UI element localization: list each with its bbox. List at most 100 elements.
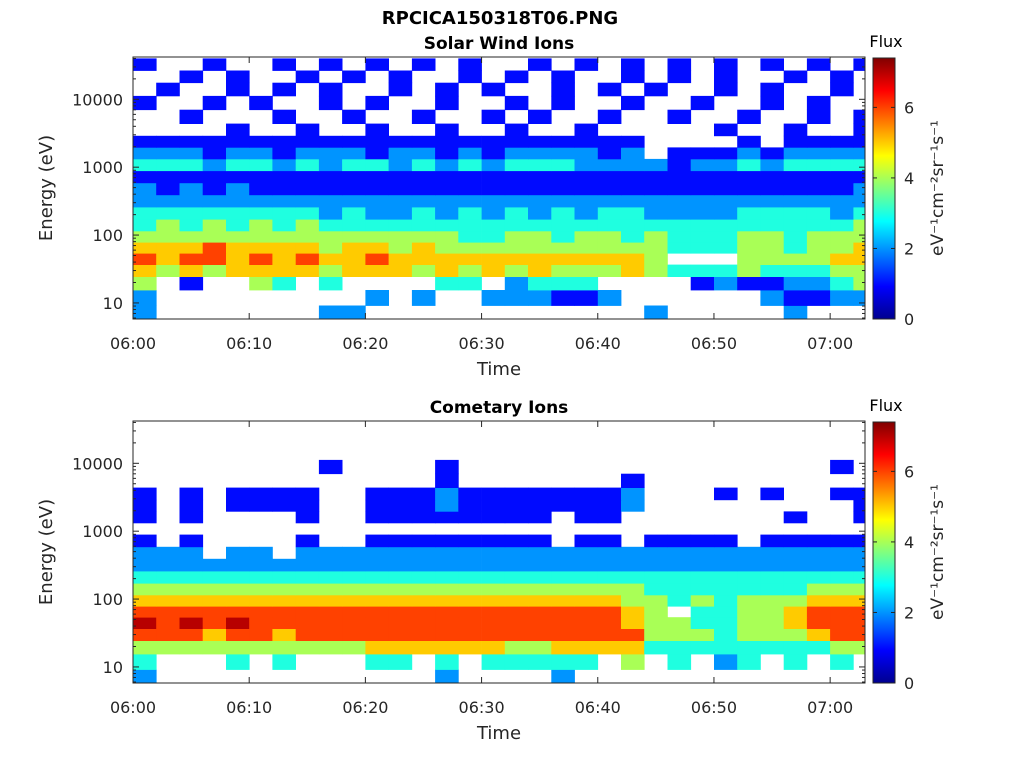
- flux-cell: [318, 147, 343, 160]
- flux-cell: [737, 628, 761, 641]
- flux-cell: [644, 606, 668, 618]
- flux-cell: [156, 606, 180, 618]
- flux-cell: [760, 290, 784, 306]
- flux-cell: [760, 219, 784, 232]
- flux-cell: [597, 158, 622, 172]
- flux-cell: [133, 158, 157, 172]
- flux-cell: [156, 230, 180, 243]
- flux-cell: [644, 158, 668, 172]
- flux-cell: [295, 207, 320, 220]
- flux-cell: [226, 230, 250, 243]
- flux-cell: [551, 182, 575, 196]
- flux-cell: [133, 58, 157, 71]
- flux-cell: [133, 305, 157, 320]
- flux-cell: [504, 534, 529, 548]
- flux-cell: [806, 628, 831, 641]
- flux-cell: [574, 571, 599, 584]
- flux-cell: [853, 290, 866, 306]
- flux-cell: [504, 147, 529, 160]
- flux-cell: [528, 534, 552, 548]
- flux-cell: [411, 147, 436, 160]
- flux-cell: [133, 669, 157, 684]
- flux-cell: [528, 230, 552, 243]
- flux-cell: [667, 242, 692, 254]
- flux-cell: [551, 583, 575, 596]
- flux-cell: [481, 230, 506, 243]
- flux-cell: [179, 534, 204, 548]
- flux-cell: [249, 170, 273, 184]
- flux-cell: [249, 182, 273, 196]
- flux-cell: [388, 219, 413, 232]
- y-axis-label: Energy (eV): [36, 499, 57, 605]
- flux-cell: [667, 617, 692, 629]
- flux-cell: [737, 158, 761, 172]
- flux-cell: [574, 594, 599, 607]
- flux-cell: [551, 158, 575, 172]
- flux-cell: [202, 253, 227, 265]
- flux-cell: [295, 534, 320, 548]
- flux-cell: [318, 583, 343, 596]
- flux-cell: [156, 82, 180, 97]
- flux-cell: [783, 219, 808, 232]
- flux-cell: [667, 70, 692, 84]
- flux-cell: [667, 546, 692, 560]
- flux-cell: [806, 253, 831, 265]
- flux-cell: [504, 264, 529, 277]
- flux-cell: [179, 594, 204, 607]
- flux-cell: [667, 219, 692, 232]
- flux-cell: [133, 628, 157, 641]
- flux-cell: [644, 583, 668, 596]
- x-tick-label: 06:30: [459, 334, 505, 353]
- flux-cell: [597, 242, 622, 254]
- flux-cell: [528, 219, 552, 232]
- flux-cell: [179, 628, 204, 641]
- flux-cell: [644, 640, 668, 655]
- flux-cell: [504, 487, 529, 501]
- flux-cell: [458, 276, 482, 291]
- flux-cell: [202, 182, 227, 196]
- flux-cell: [806, 594, 831, 607]
- flux-cell: [597, 499, 622, 512]
- flux-cell: [318, 264, 343, 277]
- flux-cell: [133, 617, 157, 629]
- flux-cell: [830, 640, 854, 655]
- flux-cell: [621, 628, 645, 641]
- flux-cell: [365, 147, 389, 160]
- flux-cell: [179, 158, 204, 172]
- flux-cell: [249, 276, 273, 291]
- flux-cell: [272, 109, 296, 124]
- flux-cell: [644, 182, 668, 196]
- flux-cell: [133, 546, 157, 560]
- flux-cell: [272, 654, 296, 670]
- flux-cell: [133, 194, 157, 208]
- flux-cell: [853, 219, 866, 232]
- flux-cell: [411, 242, 436, 254]
- flux-cell: [714, 230, 738, 243]
- flux-cell: [806, 158, 831, 172]
- flux-cell: [551, 82, 575, 97]
- flux-cell: [551, 70, 575, 84]
- flux-cell: [342, 546, 366, 560]
- flux-cell: [388, 499, 413, 512]
- flux-cell: [597, 640, 622, 655]
- flux-cell: [156, 253, 180, 265]
- flux-cell: [272, 253, 296, 265]
- flux-cell: [574, 58, 599, 71]
- flux-cell: [853, 558, 866, 572]
- flux-cell: [458, 487, 482, 501]
- flux-cell: [388, 487, 413, 501]
- flux-cell: [806, 617, 831, 629]
- flux-cell: [551, 499, 575, 512]
- flux-cell: [760, 583, 784, 596]
- flux-cell: [597, 594, 622, 607]
- flux-cell: [435, 182, 459, 196]
- flux-cell: [295, 219, 320, 232]
- flux-cell: [806, 264, 831, 277]
- flux-cell: [295, 170, 320, 184]
- flux-cell: [365, 194, 389, 208]
- flux-cell: [714, 58, 738, 71]
- flux-cell: [458, 640, 482, 655]
- flux-cell: [760, 253, 784, 265]
- flux-cell: [318, 158, 343, 172]
- flux-cell: [295, 640, 320, 655]
